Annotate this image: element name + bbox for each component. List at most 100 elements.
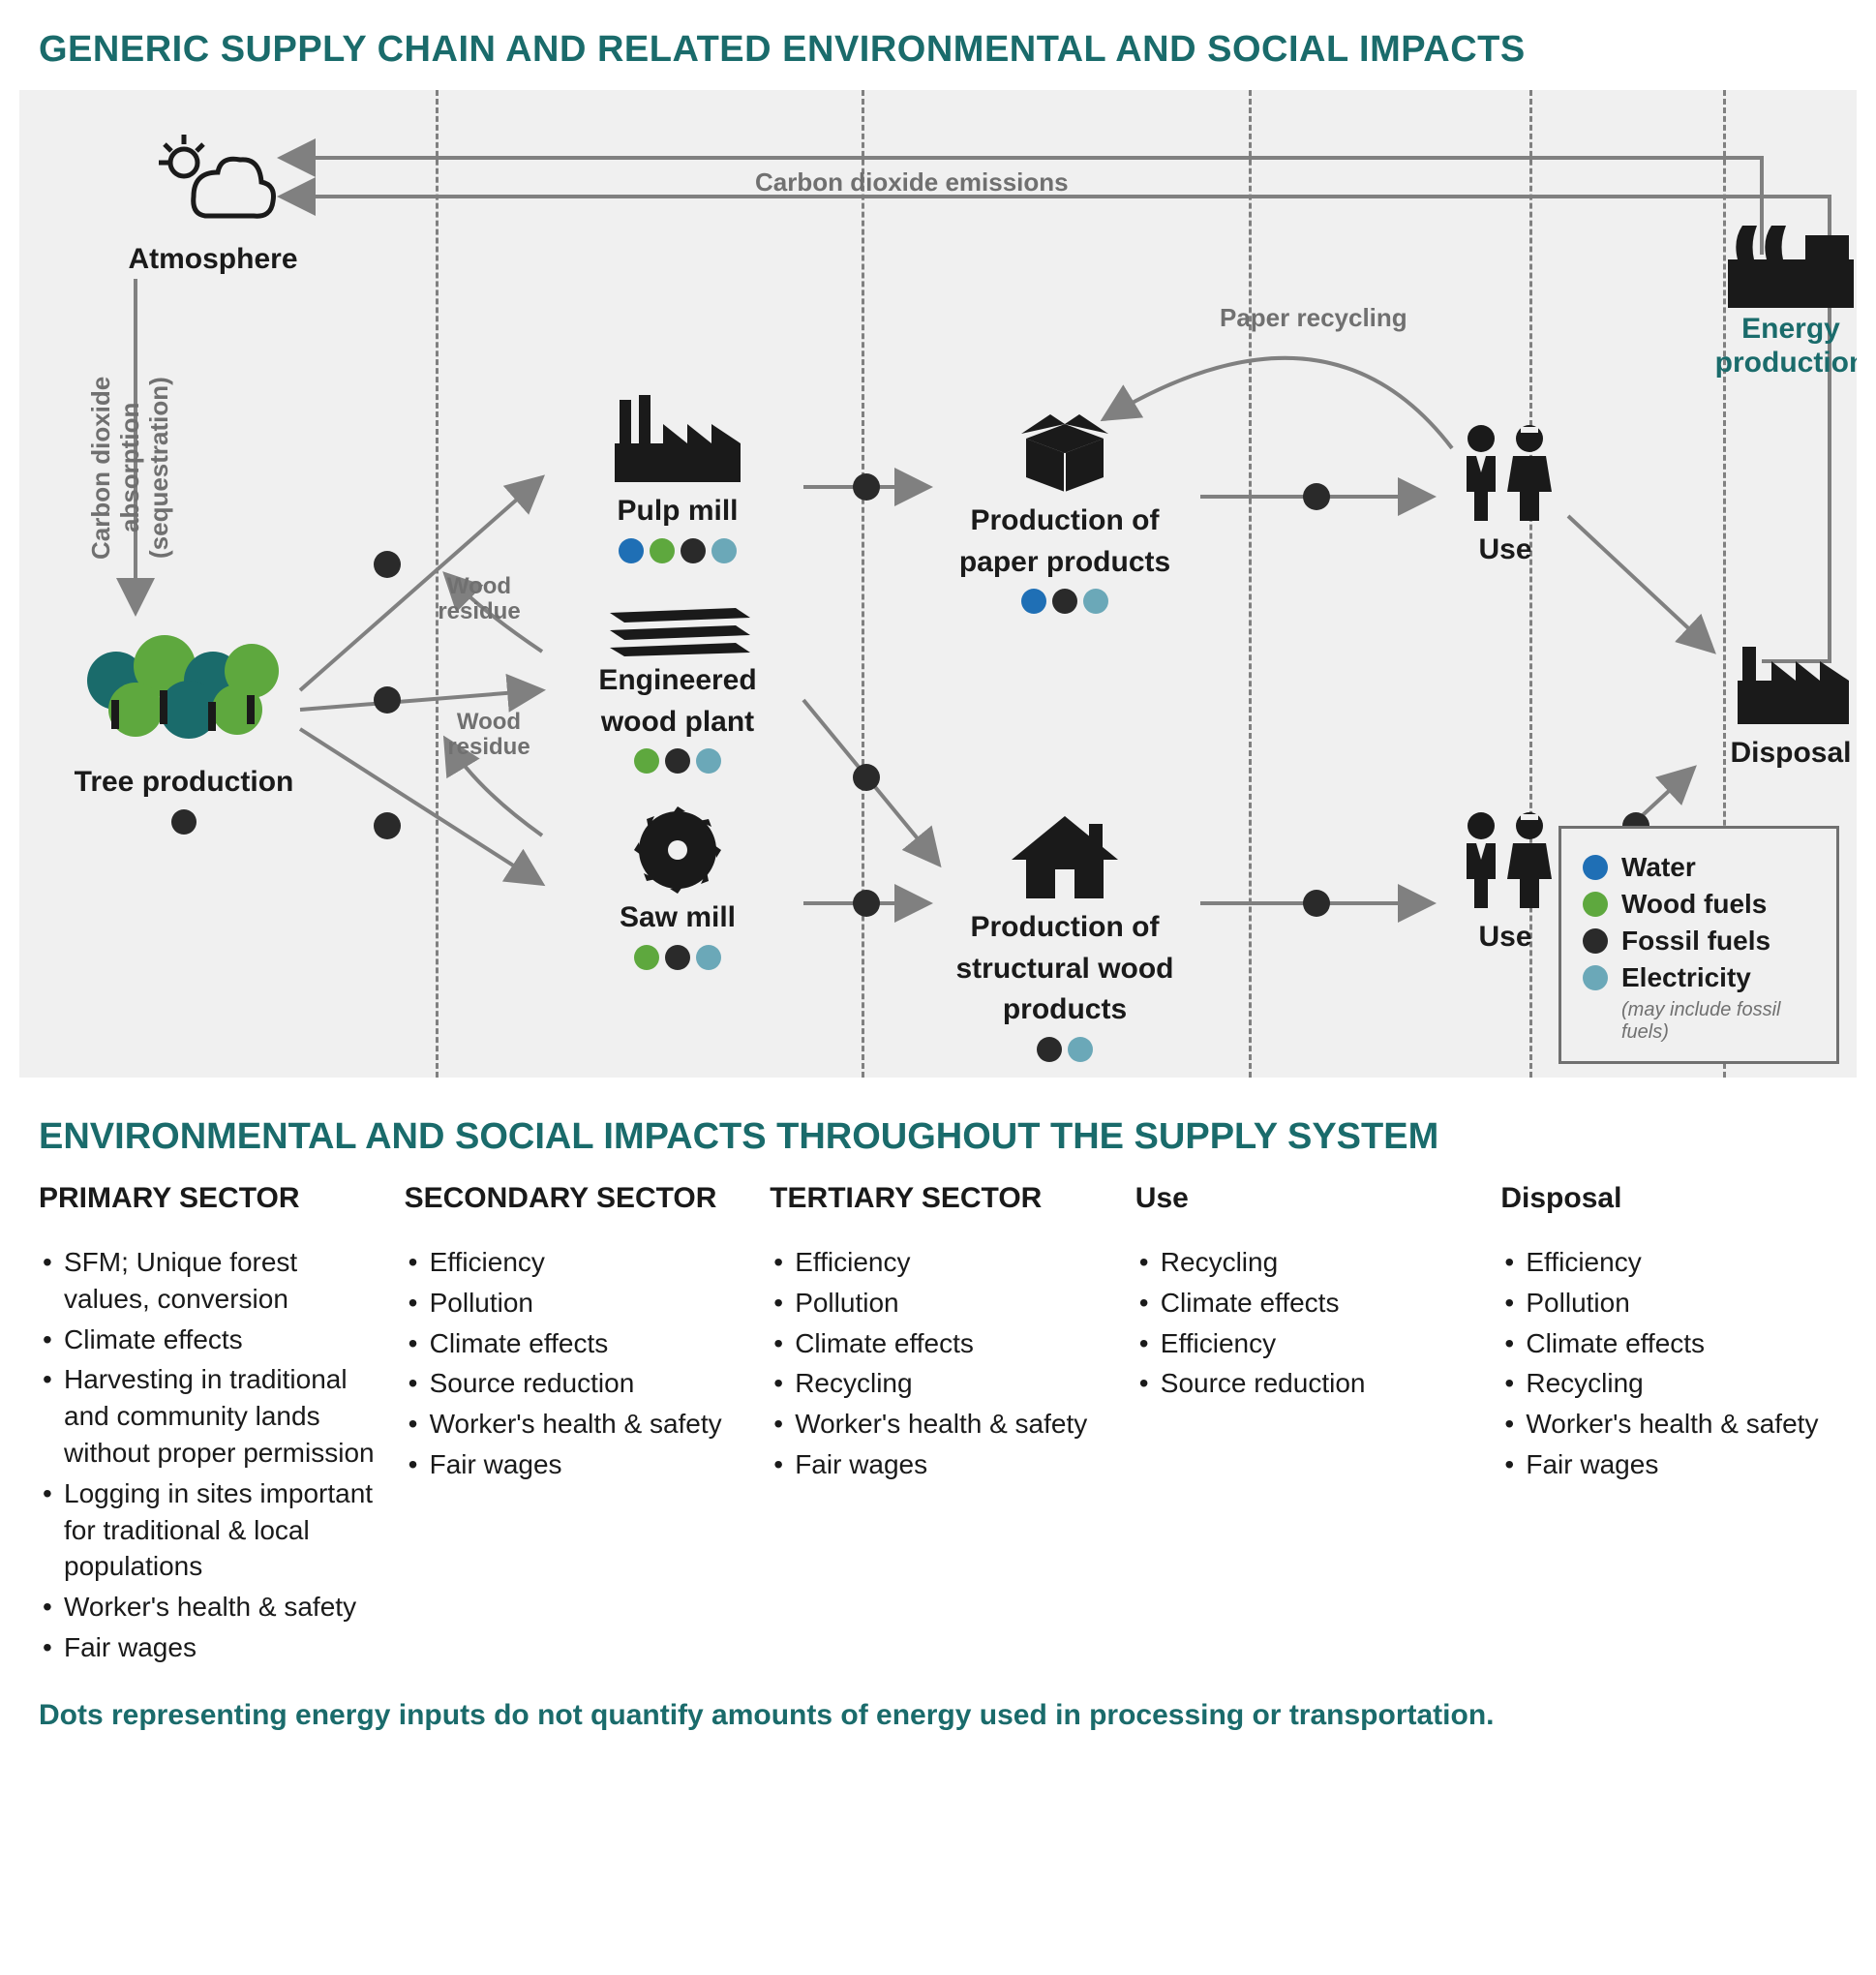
node-wood-prod: Production of structural wood products	[929, 806, 1200, 1062]
dot-electricity	[1068, 1037, 1093, 1062]
dot-fossil	[665, 945, 690, 970]
power-plant-icon	[1723, 216, 1857, 313]
tree-dots	[58, 809, 310, 835]
sector-primary: PRIMARY SECTOR SFM; Unique forest values…	[39, 1182, 376, 1670]
node-engineered: Engineered wood plant	[552, 603, 803, 774]
sector-title-4: Disposal	[1500, 1182, 1837, 1215]
tree-label: Tree production	[58, 766, 310, 800]
main-title: GENERIC SUPPLY CHAIN AND RELATED ENVIRON…	[0, 0, 1876, 90]
legend: Water Wood fuels Fossil fuels Electricit…	[1558, 826, 1839, 1064]
sawmill-label: Saw mill	[552, 901, 803, 935]
dot-electricity	[1083, 589, 1108, 614]
dot-fossil	[1052, 589, 1077, 614]
dot-water	[619, 538, 644, 563]
list-item: Efficiency	[770, 1244, 1106, 1281]
list-item: Worker's health & safety	[770, 1406, 1106, 1443]
paper-label-2: paper products	[929, 546, 1200, 580]
dot-fossil	[665, 748, 690, 774]
eng-label-1: Engineered	[552, 664, 803, 698]
sector-list-4: Efficiency Pollution Climate effects Rec…	[1500, 1244, 1837, 1483]
sector-list-3: Recycling Climate effects Efficiency Sou…	[1135, 1244, 1472, 1402]
node-use-1: Use	[1433, 419, 1578, 567]
node-energy: Energy production	[1704, 216, 1857, 380]
label-wood-residue-1: Wood residue	[436, 574, 523, 625]
legend-row-elec: Electricity	[1583, 962, 1815, 993]
sector-use: Use Recycling Climate effects Efficiency…	[1135, 1182, 1472, 1670]
sector-list-2: Efficiency Pollution Climate effects Rec…	[770, 1244, 1106, 1483]
wood-label-1: Production of	[929, 911, 1200, 945]
list-item: Recycling	[1500, 1365, 1837, 1402]
list-item: Pollution	[1500, 1285, 1837, 1322]
planks-icon	[600, 603, 755, 656]
label-co2-emissions: Carbon dioxide emissions	[755, 167, 1069, 198]
disposal-label: Disposal	[1704, 737, 1857, 771]
sector-secondary: SECONDARY SECTOR Efficiency Pollution Cl…	[405, 1182, 741, 1670]
dot-fossil	[171, 809, 197, 835]
list-item: Source reduction	[405, 1365, 741, 1402]
energy-label-2: production	[1704, 347, 1857, 380]
sawblade-icon	[620, 806, 736, 894]
sector-list-0: SFM; Unique forest values, conversion Cl…	[39, 1244, 376, 1666]
co2-abs-2: absorption	[115, 403, 144, 532]
list-item: Fair wages	[1500, 1446, 1837, 1483]
legend-row-water: Water	[1583, 852, 1815, 883]
list-item: Pollution	[405, 1285, 741, 1322]
list-item: Climate effects	[39, 1322, 376, 1358]
paper-dots	[929, 589, 1200, 614]
atmosphere-label: Atmosphere	[87, 243, 339, 277]
sector-title-3: Use	[1135, 1182, 1472, 1215]
wood-label-3: products	[929, 993, 1200, 1027]
legend-row-fossil: Fossil fuels	[1583, 926, 1815, 957]
footnote: Dots representing energy inputs do not q…	[0, 1670, 1876, 1761]
list-item: Efficiency	[1135, 1325, 1472, 1362]
legend-note: (may include fossil fuels)	[1621, 999, 1815, 1044]
node-paper-prod: Production of paper products	[929, 400, 1200, 614]
sector-disposal: Disposal Efficiency Pollution Climate ef…	[1500, 1182, 1837, 1670]
sawmill-dots	[552, 945, 803, 970]
eng-label-2: wood plant	[552, 706, 803, 740]
paper-label-1: Production of	[929, 504, 1200, 538]
list-item: Fair wages	[39, 1629, 376, 1666]
list-item: Fair wages	[770, 1446, 1106, 1483]
dot-electricity	[696, 945, 721, 970]
node-sawmill: Saw mill	[552, 806, 803, 970]
dot-wood	[634, 748, 659, 774]
dot-wood	[650, 538, 675, 563]
legend-row-wood: Wood fuels	[1583, 889, 1815, 920]
list-item: Source reduction	[1135, 1365, 1472, 1402]
house-icon	[1002, 806, 1128, 903]
pulp-dots	[552, 538, 803, 563]
legend-dot-elec	[1583, 965, 1608, 990]
label-paper-recycling: Paper recycling	[1220, 303, 1407, 333]
co2-abs-1: Carbon dioxide	[86, 376, 115, 559]
sector-list-1: Efficiency Pollution Climate effects Sou…	[405, 1244, 741, 1483]
wood-dots	[929, 1037, 1200, 1062]
list-item: Worker's health & safety	[1500, 1406, 1837, 1443]
list-item: Climate effects	[405, 1325, 741, 1362]
people-icon	[1447, 806, 1563, 913]
use1-label: Use	[1433, 533, 1578, 567]
legend-dot-fossil	[1583, 928, 1608, 954]
list-item: Worker's health & safety	[39, 1589, 376, 1626]
legend-label-wood: Wood fuels	[1621, 889, 1767, 920]
sectors-row: PRIMARY SECTOR SFM; Unique forest values…	[0, 1182, 1876, 1670]
disposal-icon	[1728, 632, 1854, 729]
list-item: Climate effects	[1500, 1325, 1837, 1362]
sub-title: ENVIRONMENTAL AND SOCIAL IMPACTS THROUGH…	[0, 1078, 1876, 1182]
node-tree: Tree production	[58, 613, 310, 835]
use2-label: Use	[1433, 921, 1578, 955]
co2-abs-3: (sequestration)	[144, 377, 173, 559]
people-icon	[1447, 419, 1563, 526]
legend-label-fossil: Fossil fuels	[1621, 926, 1770, 957]
node-use-2: Use	[1433, 806, 1578, 955]
list-item: Worker's health & safety	[405, 1406, 741, 1443]
list-item: Climate effects	[770, 1325, 1106, 1362]
legend-label-elec: Electricity	[1621, 962, 1751, 993]
label-co2-absorption: Carbon dioxide absorption (sequestration…	[87, 342, 174, 593]
list-item: Efficiency	[1500, 1244, 1837, 1281]
pulp-label: Pulp mill	[552, 495, 803, 529]
list-item: Logging in sites important for tradition…	[39, 1475, 376, 1585]
list-item: Climate effects	[1135, 1285, 1472, 1322]
col-divider-2	[862, 90, 864, 1078]
sector-title-1: SECONDARY SECTOR	[405, 1182, 741, 1215]
